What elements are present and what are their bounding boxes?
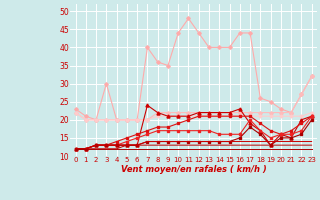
- X-axis label: Vent moyen/en rafales ( km/h ): Vent moyen/en rafales ( km/h ): [121, 165, 267, 174]
